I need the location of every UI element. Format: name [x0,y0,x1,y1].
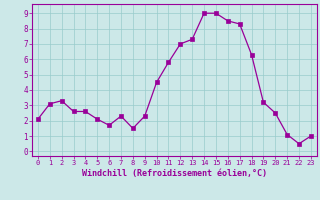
X-axis label: Windchill (Refroidissement éolien,°C): Windchill (Refroidissement éolien,°C) [82,169,267,178]
